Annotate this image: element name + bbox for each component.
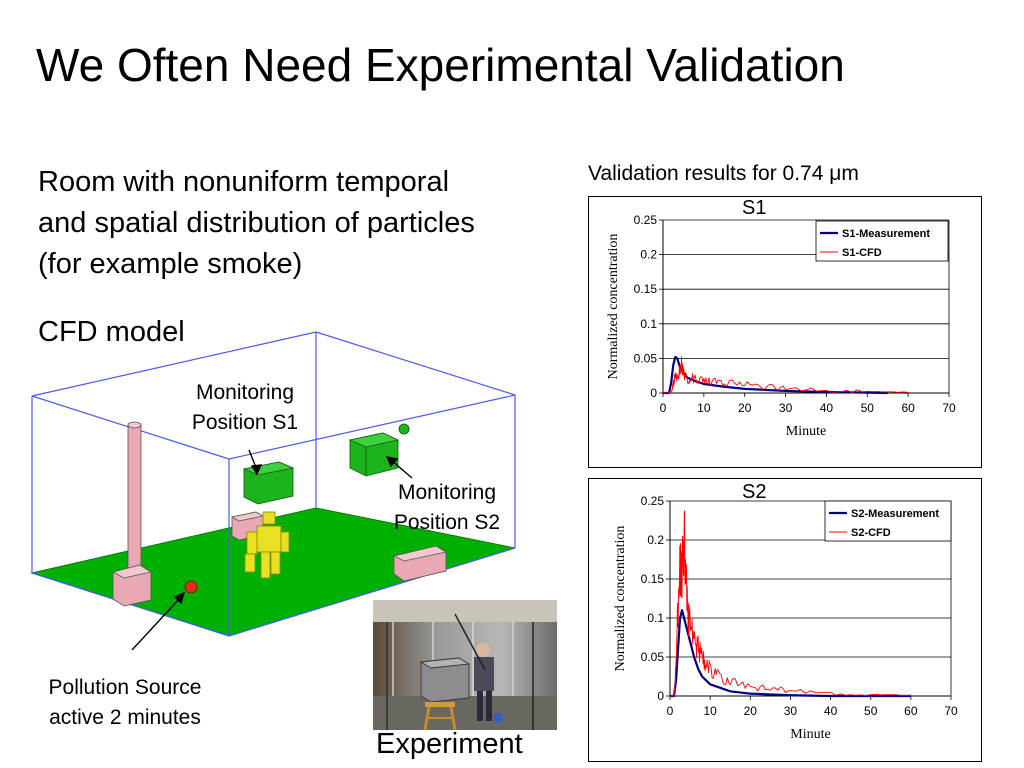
x-tick-label: 60 xyxy=(904,704,918,718)
x-tick-label: 0 xyxy=(660,401,667,415)
y-tick-label: 0.25 xyxy=(634,213,658,227)
legend-label: S2-CFD xyxy=(851,527,891,539)
cabinet-box xyxy=(392,545,448,582)
x-tick-label: 10 xyxy=(697,401,711,415)
x-tick-label: 70 xyxy=(942,401,956,415)
series-line-s2-cfd xyxy=(670,510,911,697)
y-tick-label: 0.2 xyxy=(640,248,657,262)
y-tick-label: 0 xyxy=(657,689,664,703)
monitor-s2-line-1: Monitoring xyxy=(397,481,497,504)
source-line-2: active 2 minutes xyxy=(49,706,201,729)
chart-s1-title: S1 xyxy=(742,197,767,219)
experiment-label: Experiment xyxy=(376,728,523,760)
y-tick-label: 0.15 xyxy=(634,282,658,296)
y-tick-label: 0.1 xyxy=(647,611,664,625)
y-tick-label: 0.1 xyxy=(640,317,657,331)
description-line-1: Room with nonuniform temporal xyxy=(38,166,450,198)
legend-box xyxy=(815,220,949,262)
legend-label: S1-Measurement xyxy=(842,228,930,240)
monitor-s1-label: Monitoring Position S1 xyxy=(178,378,312,438)
monitor-s2-line-2: Position S2 xyxy=(393,511,501,534)
arrow-source xyxy=(131,596,182,650)
legend-label: S2-Measurement xyxy=(851,508,939,520)
y-tick-label: 0.15 xyxy=(641,572,665,586)
chart-s2-title: S2 xyxy=(742,481,767,503)
x-axis-label: Minute xyxy=(786,424,826,439)
monitor-s2-label: Monitoring Position S2 xyxy=(376,478,518,538)
legend-label: S1-CFD xyxy=(842,247,882,259)
x-tick-label: 30 xyxy=(784,704,798,718)
x-tick-label: 10 xyxy=(703,704,717,718)
pollution-source-dot xyxy=(184,580,198,594)
manikin xyxy=(244,511,290,579)
description-line-2: and spatial distribution of particles xyxy=(38,207,475,239)
y-tick-label: 0 xyxy=(650,386,657,400)
x-tick-label: 0 xyxy=(667,704,674,718)
monitor-box-s2 xyxy=(348,432,400,477)
monitor-s1-line-2: Position S1 xyxy=(191,411,299,434)
series-line-s1-cfd xyxy=(662,356,909,394)
x-tick-label: 20 xyxy=(744,704,758,718)
monitor-s1-line-1: Monitoring xyxy=(195,381,295,404)
y-tick-label: 0.25 xyxy=(641,494,665,508)
arrow-s2 xyxy=(390,459,413,479)
y-axis-label: Normalized concentration xyxy=(606,234,621,380)
series-line-s2-measurement xyxy=(670,609,911,698)
x-tick-label: 40 xyxy=(824,704,838,718)
x-tick-label: 30 xyxy=(779,401,793,415)
x-tick-label: 50 xyxy=(861,401,875,415)
validation-title: Validation results for 0.74 μm xyxy=(588,162,859,185)
legend-box xyxy=(824,500,952,542)
y-tick-label: 0.05 xyxy=(634,351,658,365)
cfd-model-label: CFD model xyxy=(38,316,185,348)
x-tick-label: 40 xyxy=(820,401,834,415)
slide-title: We Often Need Experimental Validation xyxy=(36,39,845,91)
experiment-photo xyxy=(373,600,557,730)
y-tick-label: 0.2 xyxy=(647,533,664,547)
sensor-dot xyxy=(398,423,410,435)
x-tick-label: 60 xyxy=(901,401,915,415)
x-axis-label: Minute xyxy=(790,727,830,742)
room-description: Room with nonuniform temporal and spatia… xyxy=(38,162,475,285)
cfd-room-diagram xyxy=(30,331,516,650)
y-axis-label: Normalized concentration xyxy=(613,526,628,672)
x-tick-label: 20 xyxy=(738,401,752,415)
description-line-3: (for example smoke) xyxy=(38,248,303,280)
source-column xyxy=(111,421,153,607)
x-tick-label: 70 xyxy=(944,704,958,718)
source-line-1: Pollution Source xyxy=(48,676,202,699)
y-tick-label: 0.05 xyxy=(641,650,665,664)
pollution-source-label: Pollution Source active 2 minutes xyxy=(20,673,230,733)
x-tick-label: 50 xyxy=(864,704,878,718)
